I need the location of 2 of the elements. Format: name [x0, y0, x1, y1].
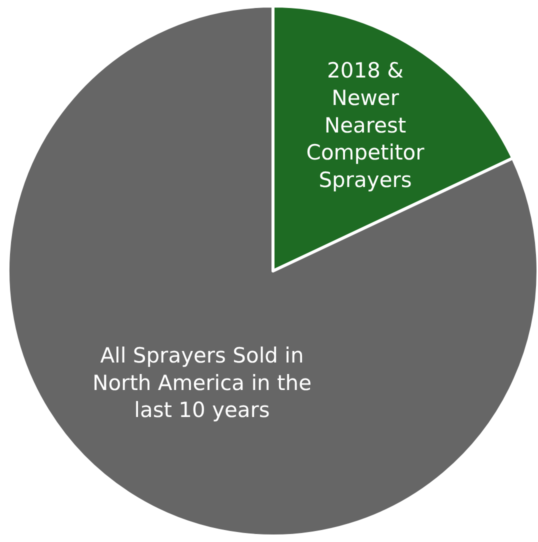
slice-label: All Sprayers Sold in North America in the last 10 years	[92, 344, 312, 422]
slice-label: 2018 & Newer Nearest Competitor Sprayers	[306, 58, 425, 192]
